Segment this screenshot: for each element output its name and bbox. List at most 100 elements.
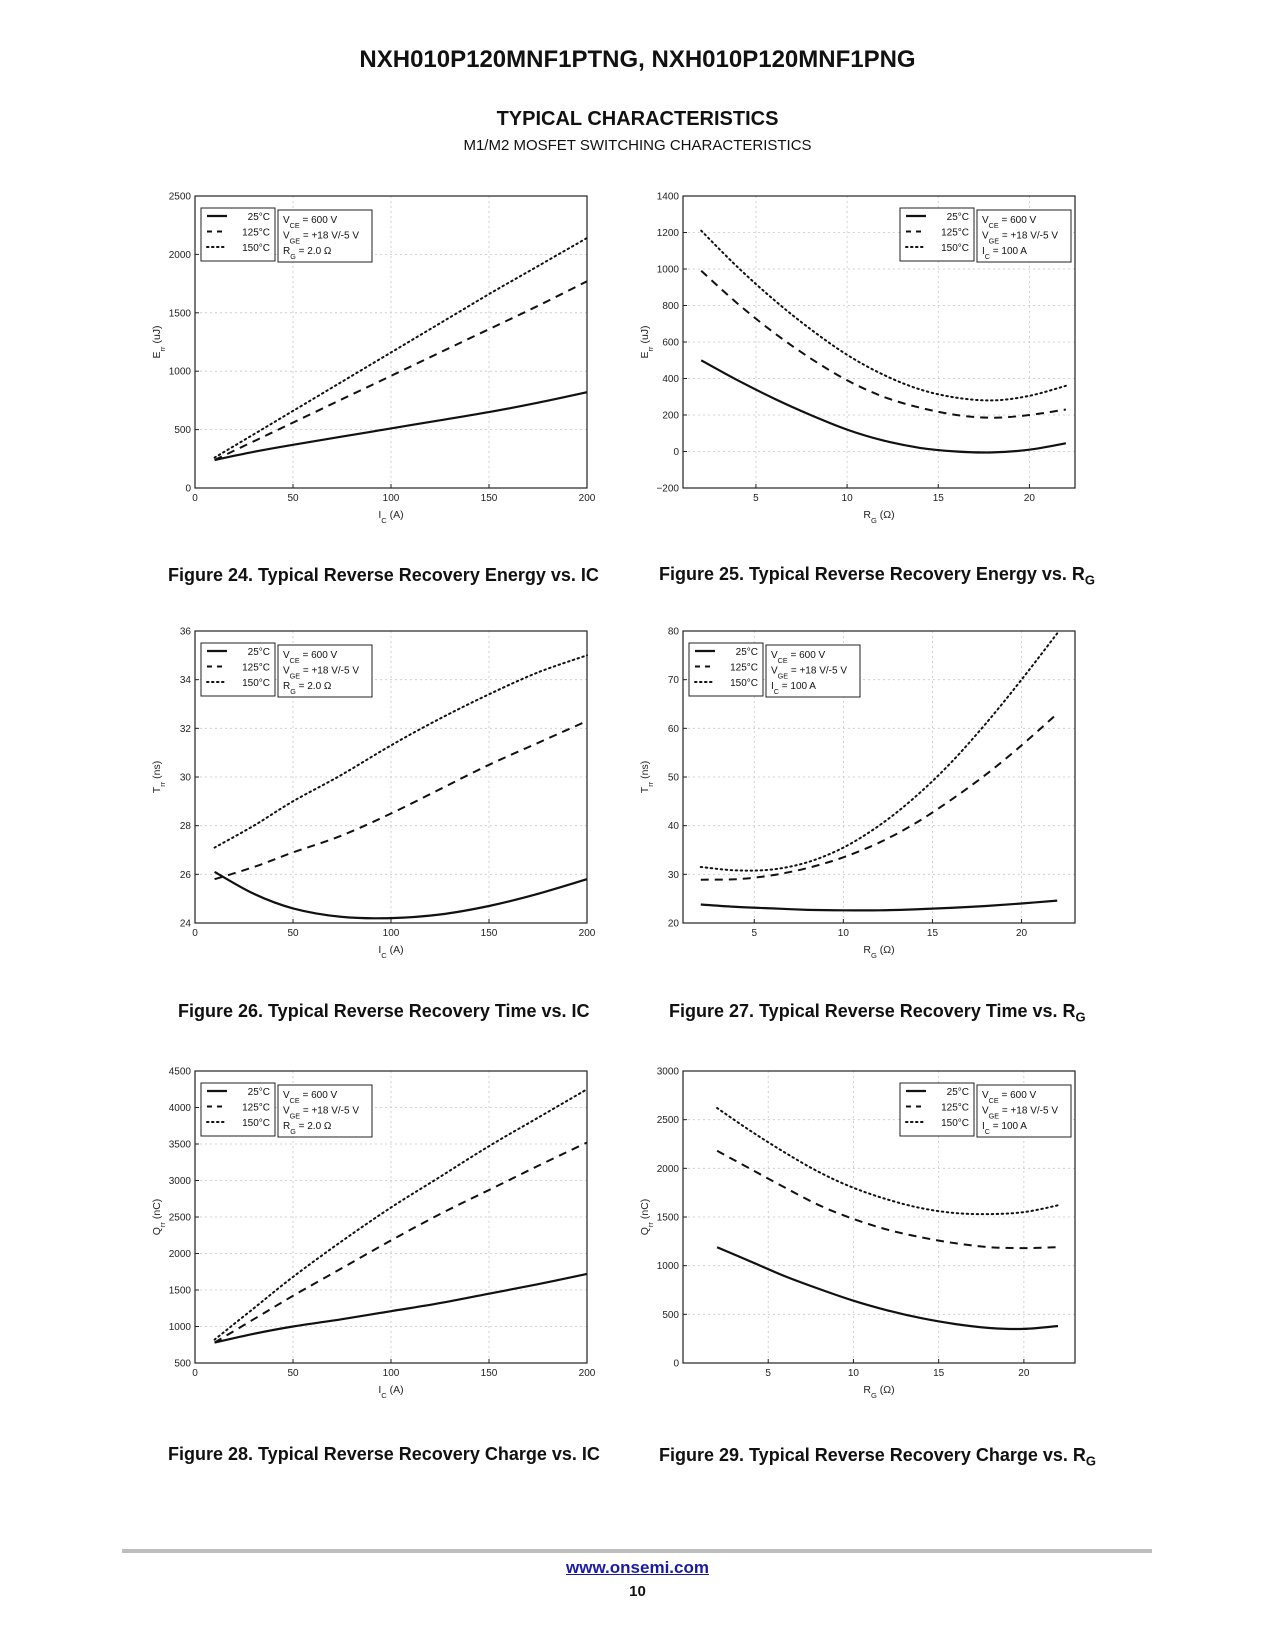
x-tick-label: 20 [1016, 928, 1028, 939]
x-tick-label: 100 [383, 928, 400, 939]
condition-text: VCE = 600 V [771, 650, 826, 665]
y-tick-label: 4500 [169, 1067, 192, 1078]
condition-text: VGE = +18 V/-5 V [771, 666, 847, 681]
y-tick-label: 20 [668, 919, 680, 930]
legend-label: 25°C [947, 1087, 969, 1098]
condition-text: VGE = +18 V/-5 V [283, 666, 359, 681]
y-tick-label: 50 [668, 773, 680, 784]
legend-label: 125°C [941, 228, 969, 239]
footer-website-link[interactable]: www.onsemi.com [566, 1558, 709, 1577]
document-title: NXH010P120MNF1PTNG, NXH010P120MNF1PNG [359, 46, 916, 73]
x-tick-label: 5 [765, 1368, 771, 1379]
x-tick-label: 50 [287, 1368, 299, 1379]
legend-label: 150°C [730, 678, 758, 689]
condition-text: IC = 100 A [982, 246, 1027, 261]
chart-fig28: 0 50 100 150 200 500 1000 1500 2000 2500 3000 3500 4… [151, 1067, 596, 1400]
y-tick-label: 26 [180, 870, 192, 881]
y-tick-label: 4000 [169, 1103, 192, 1114]
y-tick-label: 1000 [169, 367, 192, 378]
series-line-25c [700, 899, 1058, 912]
y-axis-label: Trr (ns) [151, 761, 167, 793]
y-tick-label: 0 [673, 1359, 679, 1370]
y-tick-label: 24 [180, 919, 192, 930]
y-tick-label: 2000 [169, 1249, 192, 1260]
condition-text: VGE = +18 V/-5 V [283, 231, 359, 246]
x-tick-label: 0 [192, 493, 198, 504]
y-tick-label: 60 [668, 724, 680, 735]
x-tick-label: 5 [751, 928, 757, 939]
legend-label: 125°C [242, 663, 270, 674]
y-tick-label: 32 [180, 724, 192, 735]
chart-fig27: 5 10 15 20 20 30 40 50 60 70 80 RG (Ω) Trr (ns) 25°C 1… [639, 627, 1076, 960]
y-tick-label: 30 [180, 773, 192, 784]
legend-label: 150°C [242, 243, 270, 254]
x-tick-label: 15 [927, 928, 939, 939]
series-line-25c [214, 391, 588, 462]
y-tick-label: 2500 [169, 1213, 192, 1224]
legend-label: 25°C [947, 212, 969, 223]
chart-fig29: 5 10 15 20 0 500 1000 1500 2000 2500 3000 RG (Ω) Qrr… [639, 1067, 1076, 1400]
x-tick-label: 150 [481, 928, 498, 939]
y-tick-label: 1400 [657, 192, 680, 203]
y-tick-label: 2500 [169, 192, 192, 203]
y-tick-label: 800 [662, 301, 679, 312]
caption-fig29: Figure 29. Typical Reverse Recovery Char… [659, 1445, 1096, 1469]
y-axis-label: Err (uJ) [151, 325, 167, 358]
legend-label: 125°C [941, 1103, 969, 1114]
legend-label: 25°C [248, 1087, 270, 1098]
condition-text: RG = 2.0 Ω [283, 246, 332, 261]
chart-fig26: 0 50 100 150 200 24 26 28 30 32 34 36 IC (A) Trr (ns)… [151, 627, 596, 960]
caption-fig27: Figure 27. Typical Reverse Recovery Time… [669, 1001, 1086, 1025]
x-tick-label: 10 [848, 1368, 860, 1379]
condition-text: RG = 2.0 Ω [283, 1121, 332, 1136]
y-tick-label: 1500 [657, 1213, 680, 1224]
conditions-box [976, 209, 1072, 263]
y-tick-label: 500 [174, 425, 191, 436]
x-tick-label: 15 [933, 1368, 945, 1379]
x-tick-label: 150 [481, 1368, 498, 1379]
x-tick-label: 100 [383, 493, 400, 504]
condition-text: VCE = 600 V [283, 215, 338, 230]
series-line-25c [700, 359, 1067, 454]
y-tick-label: 1000 [657, 265, 680, 276]
x-tick-label: 150 [481, 493, 498, 504]
caption-fig28: Figure 28. Typical Reverse Recovery Char… [168, 1444, 600, 1464]
condition-text: VCE = 600 V [982, 1090, 1037, 1105]
section-title: TYPICAL CHARACTERISTICS [496, 108, 779, 130]
y-tick-label: 600 [662, 338, 679, 349]
condition-text: IC = 100 A [771, 681, 816, 696]
legend-label: 150°C [242, 678, 270, 689]
y-tick-label: 2500 [657, 1115, 680, 1126]
y-tick-label: 3500 [169, 1140, 192, 1151]
x-tick-label: 0 [192, 928, 198, 939]
caption-fig26: Figure 26. Typical Reverse Recovery Time… [178, 1001, 590, 1021]
series-line-125c [214, 720, 588, 881]
x-tick-label: 200 [579, 1368, 596, 1379]
y-tick-label: 1000 [169, 1322, 192, 1333]
x-axis-label: RG (Ω) [863, 944, 894, 960]
y-axis-label: Qrr (nC) [151, 1199, 167, 1236]
x-axis-label: IC (A) [378, 509, 403, 525]
conditions-box [277, 644, 373, 698]
caption-fig25: Figure 25. Typical Reverse Recovery Ener… [659, 564, 1095, 588]
y-tick-label: 28 [180, 821, 192, 832]
conditions-box [976, 1084, 1072, 1138]
page-number: 10 [629, 1583, 646, 1600]
x-tick-label: 50 [287, 493, 299, 504]
legend-label: 150°C [941, 243, 969, 254]
conditions-box [765, 644, 861, 698]
caption-fig24: Figure 24. Typical Reverse Recovery Ener… [168, 565, 599, 585]
legend-label: 25°C [736, 647, 758, 658]
series-line-25c [214, 870, 588, 920]
x-tick-label: 5 [753, 493, 759, 504]
series-line-150c [213, 237, 588, 459]
legend-label: 25°C [248, 647, 270, 658]
y-tick-label: 200 [662, 411, 679, 422]
y-tick-label: 2000 [169, 250, 192, 261]
condition-text: RG = 2.0 Ω [283, 681, 332, 696]
y-tick-label: 30 [668, 870, 680, 881]
y-tick-label: 80 [668, 627, 680, 638]
x-tick-label: 15 [933, 493, 945, 504]
x-tick-label: 50 [287, 928, 299, 939]
